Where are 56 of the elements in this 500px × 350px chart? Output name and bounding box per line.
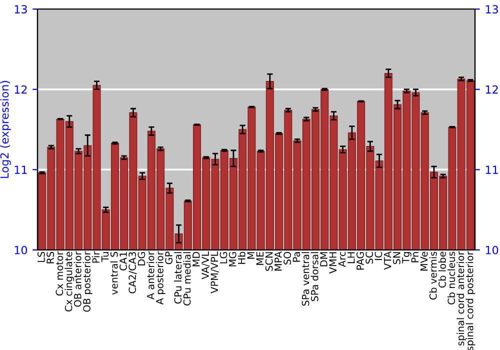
x-tick-label: DG — [138, 252, 146, 266]
x-tick-label: Hb — [238, 252, 246, 264]
x-tick-label: SCN — [265, 252, 273, 271]
x-tick-label: DM — [320, 252, 328, 266]
y2-tick-label: 12 — [486, 85, 498, 94]
x-tick-label: LG — [220, 252, 228, 264]
y-tick-label: 11 — [14, 166, 27, 174]
x-tick-label: SN — [392, 252, 400, 264]
x-tick-label: SPa dorsal — [310, 252, 318, 302]
y-tick-label: 12 — [14, 85, 27, 94]
x-tick-label: IC — [374, 252, 382, 260]
x-tick-label: MPA — [274, 251, 282, 271]
x-tick-label: VTA — [384, 251, 392, 270]
x-tick-label: SPa ventral — [302, 252, 310, 306]
x-tick-label: VA/VL — [202, 251, 210, 280]
x-tick-label: A anterior — [146, 251, 154, 300]
x-tick-label: A posterior — [156, 251, 166, 305]
x-tick-label: CA2/CA3 — [128, 252, 137, 294]
x-tick-label: Tg — [402, 252, 412, 264]
x-tick-label: Cb vermis — [429, 252, 437, 300]
y2-tick-label: 11 — [486, 166, 498, 174]
x-tick-label: OB posterior — [82, 251, 92, 312]
x-tick-label: OB anterior — [74, 251, 82, 307]
y-axis-title: Log2 (expression) — [0, 80, 11, 178]
x-tick-label: VPM/VPL — [210, 251, 219, 294]
x-tick-label: GP — [165, 252, 172, 264]
x-tick-label: Cb lobe — [438, 252, 446, 288]
x-tick-label: LH — [348, 252, 355, 264]
x-tick-label: MVe — [420, 252, 428, 271]
x-tick-label: Cx cingulate — [64, 252, 74, 312]
x-tick-label: Cx motor — [56, 251, 64, 296]
x-tick-label: SC — [366, 252, 374, 264]
x-tick-label: MD — [192, 252, 200, 266]
x-tick-label: Pa — [292, 252, 300, 262]
x-tick-label: Arc — [338, 252, 346, 267]
x-tick-label: CPu medial — [183, 252, 191, 306]
y-tick-label: 10 — [14, 246, 28, 254]
x-tick-label: MG — [228, 252, 236, 266]
x-tick-label: VMH — [329, 252, 336, 274]
x-tick-label: ME — [256, 252, 264, 265]
x-tick-label: PAG — [356, 252, 364, 270]
x-tick-label: spinal cord anterior — [456, 251, 466, 346]
x-tick-label: CPu lateral — [174, 252, 182, 304]
x-tick-label: M — [247, 252, 254, 259]
x-tick-label: Pir — [92, 251, 100, 263]
x-tick-label: Cb nucleus — [448, 252, 456, 304]
y-tick-label: 13 — [14, 5, 27, 14]
x-tick-label: LS — [38, 252, 45, 262]
x-tick-label: SO — [284, 252, 291, 264]
x-tick-label: Pn — [411, 252, 418, 262]
x-tick-label: RS — [46, 252, 54, 264]
y2-tick-label: 13 — [486, 5, 498, 14]
x-tick-label: ventral S — [110, 252, 118, 295]
y2-tick-label: 10 — [486, 246, 498, 254]
x-tick-label: Tu — [101, 252, 109, 262]
x-tick-label: CA1 — [120, 252, 127, 270]
